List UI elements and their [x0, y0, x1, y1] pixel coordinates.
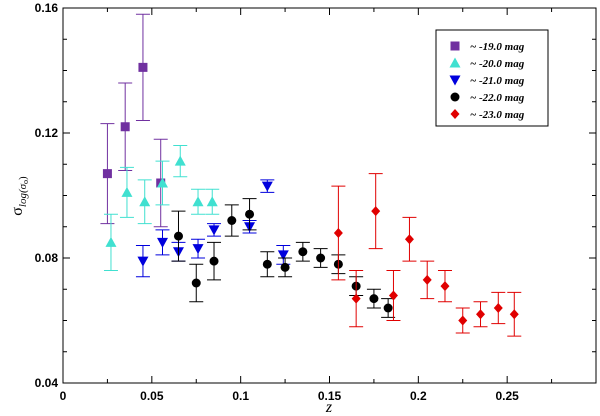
data-point	[404, 234, 414, 245]
y-axis-label-sub2: o	[21, 180, 30, 184]
legend-label: ~ -23.0 mag	[470, 109, 525, 121]
y-tick-label: 0.08	[35, 251, 59, 265]
data-point	[137, 256, 149, 267]
y-axis: 0.04 0.08 0.12 0.16	[35, 1, 596, 390]
data-point	[277, 250, 289, 261]
x-tick-label: 0	[60, 389, 67, 403]
data-point	[191, 278, 201, 288]
series-layer	[100, 13, 522, 337]
legend-marker	[450, 92, 460, 102]
x-axis-label: z	[325, 399, 333, 416]
x-axis: 0 0.05 0.1 0.15 0.2 0.25	[60, 8, 553, 403]
legend-item-4: ~ -23.0 mag	[450, 109, 525, 121]
data-point	[371, 206, 381, 217]
x-tick-label: 0.1	[232, 389, 249, 403]
y-axis-label-main: σ	[9, 207, 26, 216]
legend-marker	[450, 41, 460, 51]
data-point	[280, 262, 290, 272]
data-point	[245, 209, 255, 219]
series-1	[103, 145, 220, 271]
y-tick-label: 0.16	[35, 1, 59, 15]
data-point	[156, 177, 168, 188]
y-tick-label: 0.12	[35, 126, 59, 140]
data-point	[440, 281, 450, 292]
data-point	[102, 169, 112, 179]
data-point	[383, 303, 393, 313]
legend: ~ -19.0 mag ~ -20.0 mag ~ -21.0 mag ~ -22.0…	[435, 29, 549, 127]
data-point	[476, 309, 486, 320]
plot-area: 0 0.05 0.1 0.15 0.2 0.25 0.04 0.08 0.12 0.16	[35, 1, 597, 403]
data-point	[388, 290, 398, 301]
data-point	[333, 228, 343, 238]
data-point	[192, 244, 204, 255]
data-point	[156, 237, 168, 248]
legend-items: ~ -19.0 mag ~ -20.0 mag ~ -21.0 mag ~ -22.0…	[449, 41, 525, 121]
data-point	[351, 293, 361, 304]
data-point	[493, 303, 503, 313]
data-point	[209, 256, 219, 266]
x-tick-label: 0.2	[410, 389, 427, 403]
legend-marker	[449, 57, 461, 68]
data-point	[121, 186, 133, 197]
data-point	[298, 247, 308, 257]
x-tick-label: 0.25	[495, 389, 519, 403]
x-tick-label: 0.15	[318, 389, 342, 403]
data-point	[509, 309, 519, 320]
legend-item-1: ~ -20.0 mag	[449, 57, 525, 70]
svg-text:σlog(σo): σlog(σo)	[9, 176, 30, 216]
data-point	[138, 62, 148, 72]
data-point	[316, 253, 326, 263]
legend-item-0: ~ -19.0 mag	[450, 41, 525, 53]
legend-label: ~ -19.0 mag	[470, 41, 525, 53]
data-point	[120, 122, 130, 132]
data-point	[422, 274, 432, 285]
y-axis-label-close: )	[17, 176, 29, 180]
data-point	[458, 315, 468, 326]
y-axis-label-sub: log(σ	[17, 183, 29, 207]
series-4	[331, 173, 522, 337]
y-axis-label: σlog(σo)	[9, 176, 30, 216]
legend-marker	[450, 109, 460, 119]
legend-label: ~ -21.0 mag	[470, 75, 525, 87]
series-3	[171, 198, 396, 318]
series-0	[100, 13, 168, 228]
data-point	[173, 231, 183, 241]
legend-label: ~ -20.0 mag	[470, 58, 525, 70]
legend-item-2: ~ -21.0 mag	[449, 75, 525, 87]
data-point	[208, 225, 220, 236]
data-point	[206, 196, 218, 207]
data-point	[227, 216, 237, 225]
data-point	[369, 294, 379, 304]
data-point	[105, 236, 117, 247]
data-point	[174, 155, 186, 166]
legend-marker	[449, 75, 461, 86]
x-tick-label: 0.05	[140, 389, 164, 403]
y-tick-label: 0.04	[35, 376, 59, 390]
data-point	[262, 259, 272, 269]
data-point	[261, 181, 273, 192]
legend-item-3: ~ -22.0 mag	[450, 92, 525, 104]
data-point	[139, 196, 151, 207]
data-point	[192, 196, 204, 207]
legend-label: ~ -22.0 mag	[470, 92, 525, 104]
